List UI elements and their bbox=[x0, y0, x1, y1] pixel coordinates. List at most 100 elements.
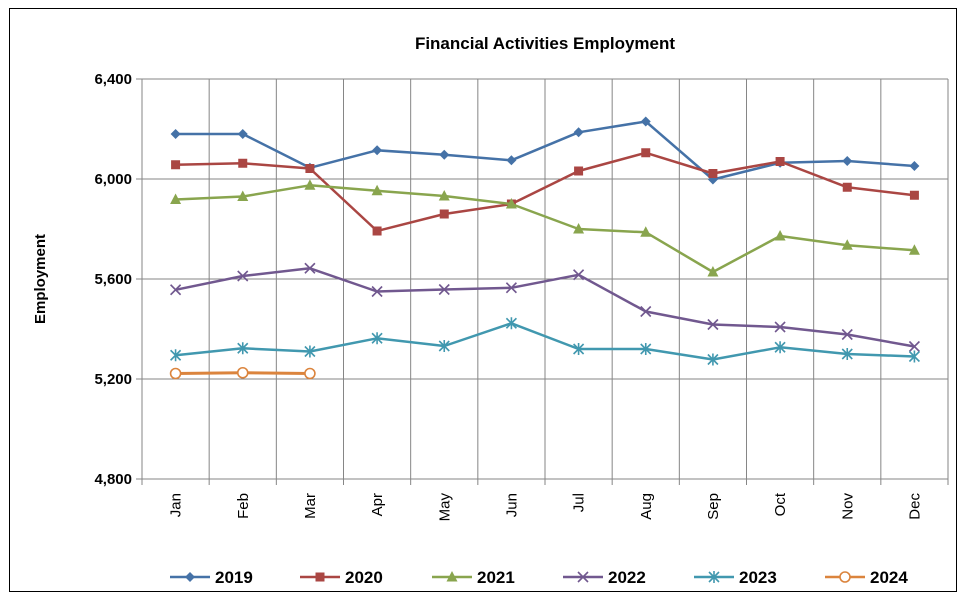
data-point-2022-Jan bbox=[170, 284, 182, 296]
data-point-2020-Mar bbox=[305, 164, 315, 173]
data-point-2019-Jun bbox=[506, 155, 517, 166]
data-point-2019-Jan bbox=[170, 129, 181, 139]
legend-marker bbox=[446, 571, 458, 582]
data-point-2022-Jun bbox=[505, 282, 517, 294]
x-tick-label: May bbox=[436, 493, 453, 522]
y-tick-label: 5,200 bbox=[94, 371, 132, 388]
data-point-2021-May bbox=[438, 190, 450, 201]
legend-marker bbox=[839, 571, 851, 583]
legend-label: 2020 bbox=[345, 568, 383, 587]
data-point-2023-May bbox=[438, 340, 450, 352]
data-point-2019-Jul bbox=[573, 127, 584, 138]
data-point-2022-May bbox=[438, 283, 450, 296]
line-chart: Financial Activities Employment Employme… bbox=[32, 34, 949, 587]
x-tick-label: Feb bbox=[235, 493, 252, 519]
series-2022 bbox=[170, 262, 920, 353]
data-point-2022-Aug bbox=[640, 305, 652, 318]
data-point-2021-Apr bbox=[371, 184, 383, 196]
data-point-2021-Oct bbox=[774, 230, 786, 241]
data-point-2021-Aug bbox=[640, 226, 652, 237]
data-point-2020-Jul bbox=[574, 166, 584, 176]
data-point-2020-Dec bbox=[909, 190, 919, 200]
data-point-2019-Nov bbox=[842, 156, 853, 166]
data-point-2021-Jul bbox=[573, 223, 585, 234]
series-line-2022 bbox=[175, 267, 915, 348]
data-point-2020-Nov bbox=[842, 182, 852, 192]
legend-item-2022: 2022 bbox=[563, 568, 646, 587]
data-point-2022-Apr bbox=[371, 285, 383, 298]
data-point-2020-May bbox=[439, 209, 449, 219]
data-point-2023-Jun bbox=[505, 317, 517, 330]
data-point-2020-Oct bbox=[775, 157, 785, 166]
data-point-2019-Apr bbox=[372, 145, 383, 156]
data-point-2024-Jan bbox=[169, 367, 182, 380]
series-2021 bbox=[170, 179, 920, 277]
data-point-2020-Aug bbox=[641, 148, 651, 158]
legend-item-2019: 2019 bbox=[170, 568, 253, 587]
data-point-2021-Nov bbox=[841, 239, 853, 250]
data-point-2023-Feb bbox=[237, 342, 249, 355]
data-point-2022-Nov bbox=[841, 328, 853, 341]
x-tick-label: Dec bbox=[906, 493, 923, 520]
data-point-2020-Apr bbox=[372, 226, 382, 236]
data-point-2019-Feb bbox=[237, 129, 248, 139]
y-tick-label: 5,600 bbox=[94, 271, 132, 288]
axes: 4,800 5,200 5,600 6,000 6,400 Jan Feb Mar Apr May… bbox=[94, 71, 949, 522]
data-point-2022-Mar bbox=[304, 262, 316, 274]
data-point-2023-Aug bbox=[640, 343, 652, 355]
legend-item-2024: 2024 bbox=[825, 568, 908, 587]
series-2024 bbox=[169, 366, 316, 380]
y-tick-label: 4,800 bbox=[94, 471, 132, 488]
legend-marker bbox=[708, 571, 720, 583]
data-point-2020-Jan bbox=[171, 160, 181, 170]
data-point-2021-Jan bbox=[170, 193, 182, 204]
series-line-2023 bbox=[175, 322, 915, 361]
chart-frame: Financial Activities Employment Employme… bbox=[9, 8, 957, 592]
data-point-2023-Sep bbox=[707, 353, 719, 366]
data-point-2019-Dec bbox=[909, 161, 920, 171]
series-group bbox=[169, 116, 920, 380]
data-point-2022-Feb bbox=[237, 270, 249, 282]
series-line-2021 bbox=[175, 184, 915, 274]
chart-title: Financial Activities Employment bbox=[415, 34, 675, 53]
data-point-2020-Sep bbox=[708, 169, 718, 178]
data-point-2021-Feb bbox=[237, 190, 249, 201]
legend-item-2020: 2020 bbox=[300, 568, 383, 587]
x-tick-label: Jan bbox=[168, 493, 185, 517]
series-2023 bbox=[170, 317, 920, 366]
data-point-2024-Mar bbox=[304, 367, 316, 380]
data-point-2021-Jun bbox=[505, 198, 517, 209]
legend-marker bbox=[315, 572, 325, 582]
data-point-2022-Oct bbox=[774, 321, 786, 333]
data-point-2019-Aug bbox=[640, 116, 651, 127]
x-tick-label: Jun bbox=[503, 493, 520, 517]
data-point-2021-Sep bbox=[707, 266, 719, 277]
data-point-2023-Oct bbox=[774, 341, 786, 354]
x-tick-label: Oct bbox=[772, 492, 789, 516]
data-point-2022-Sep bbox=[707, 318, 719, 331]
legend-label: 2021 bbox=[477, 568, 515, 587]
legend-label: 2022 bbox=[608, 568, 646, 587]
data-point-2021-Dec bbox=[908, 244, 920, 255]
data-point-2021-Mar bbox=[304, 179, 316, 190]
x-tick-label: Nov bbox=[839, 493, 856, 520]
data-point-2023-Apr bbox=[371, 332, 383, 345]
x-tick-label: Mar bbox=[302, 493, 319, 519]
data-point-2023-Jan bbox=[170, 349, 182, 362]
data-point-2023-Jul bbox=[573, 343, 585, 355]
legend-item-2023: 2023 bbox=[694, 568, 777, 587]
y-tick-label: 6,400 bbox=[94, 71, 132, 88]
legend-item-2021: 2021 bbox=[432, 568, 515, 587]
gridlines bbox=[142, 78, 949, 479]
data-point-2019-May bbox=[439, 149, 450, 160]
legend-marker bbox=[577, 571, 589, 583]
data-point-2023-Nov bbox=[841, 348, 853, 360]
x-tick-label: Sep bbox=[705, 493, 722, 520]
x-tick-label: Apr bbox=[369, 493, 386, 516]
data-point-2022-Jul bbox=[573, 269, 585, 281]
legend-label: 2023 bbox=[739, 568, 777, 587]
data-point-2023-Mar bbox=[304, 345, 316, 358]
legend: 2019 2020 2021 2022 2023 2024 bbox=[170, 568, 908, 587]
legend-marker bbox=[185, 572, 195, 582]
data-point-2023-Dec bbox=[908, 350, 920, 363]
